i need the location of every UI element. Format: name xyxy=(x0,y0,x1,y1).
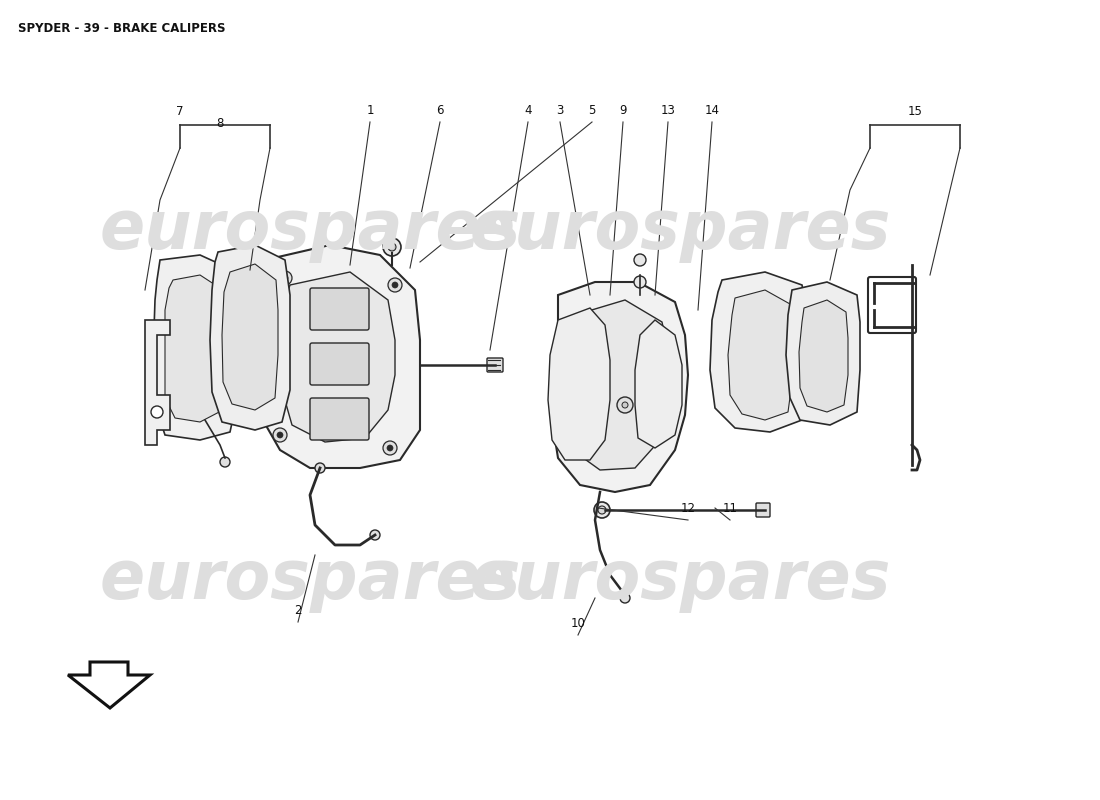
Text: eurospares: eurospares xyxy=(470,547,891,613)
Circle shape xyxy=(594,502,610,518)
Polygon shape xyxy=(280,272,395,442)
Circle shape xyxy=(392,282,398,288)
Circle shape xyxy=(387,445,393,451)
Text: eurospares: eurospares xyxy=(99,547,520,613)
Polygon shape xyxy=(68,662,150,708)
Text: 11: 11 xyxy=(723,502,737,515)
Circle shape xyxy=(370,530,379,540)
Text: 12: 12 xyxy=(681,502,695,515)
Circle shape xyxy=(598,506,606,514)
FancyBboxPatch shape xyxy=(487,358,503,372)
FancyBboxPatch shape xyxy=(756,503,770,517)
Text: 6: 6 xyxy=(437,104,443,117)
Text: eurospares: eurospares xyxy=(470,197,891,263)
Text: 5: 5 xyxy=(588,104,596,117)
Text: SPYDER - 39 - BRAKE CALIPERS: SPYDER - 39 - BRAKE CALIPERS xyxy=(18,22,226,35)
Text: 8: 8 xyxy=(217,117,223,130)
Polygon shape xyxy=(635,320,682,448)
Text: 1: 1 xyxy=(366,104,374,117)
Circle shape xyxy=(383,238,402,256)
Polygon shape xyxy=(145,320,170,445)
Circle shape xyxy=(315,463,324,473)
Text: 7: 7 xyxy=(176,105,184,118)
Polygon shape xyxy=(786,282,860,425)
Polygon shape xyxy=(165,275,226,422)
Text: 4: 4 xyxy=(525,104,531,117)
Circle shape xyxy=(617,397,632,413)
Polygon shape xyxy=(728,290,793,420)
Circle shape xyxy=(278,271,292,285)
Polygon shape xyxy=(710,272,808,432)
Polygon shape xyxy=(222,264,278,410)
Text: eurospares: eurospares xyxy=(99,197,520,263)
Polygon shape xyxy=(210,245,290,430)
Polygon shape xyxy=(153,255,236,440)
Circle shape xyxy=(220,457,230,467)
Circle shape xyxy=(388,243,396,251)
Polygon shape xyxy=(552,282,688,492)
Circle shape xyxy=(383,441,397,455)
Circle shape xyxy=(388,278,401,292)
Circle shape xyxy=(621,402,628,408)
FancyBboxPatch shape xyxy=(310,398,369,440)
Polygon shape xyxy=(799,300,848,412)
FancyBboxPatch shape xyxy=(310,343,369,385)
Circle shape xyxy=(634,276,646,288)
Circle shape xyxy=(277,432,283,438)
Polygon shape xyxy=(548,308,610,460)
Polygon shape xyxy=(568,300,670,470)
Text: 14: 14 xyxy=(704,104,719,117)
Polygon shape xyxy=(255,245,420,468)
Text: 10: 10 xyxy=(571,617,585,630)
Text: 9: 9 xyxy=(619,104,627,117)
FancyBboxPatch shape xyxy=(310,288,369,330)
Text: 15: 15 xyxy=(908,105,923,118)
Circle shape xyxy=(273,428,287,442)
Text: 2: 2 xyxy=(295,604,301,617)
Circle shape xyxy=(620,593,630,603)
Circle shape xyxy=(634,254,646,266)
Text: 13: 13 xyxy=(661,104,675,117)
Circle shape xyxy=(282,275,288,281)
Text: 3: 3 xyxy=(557,104,563,117)
Circle shape xyxy=(151,406,163,418)
